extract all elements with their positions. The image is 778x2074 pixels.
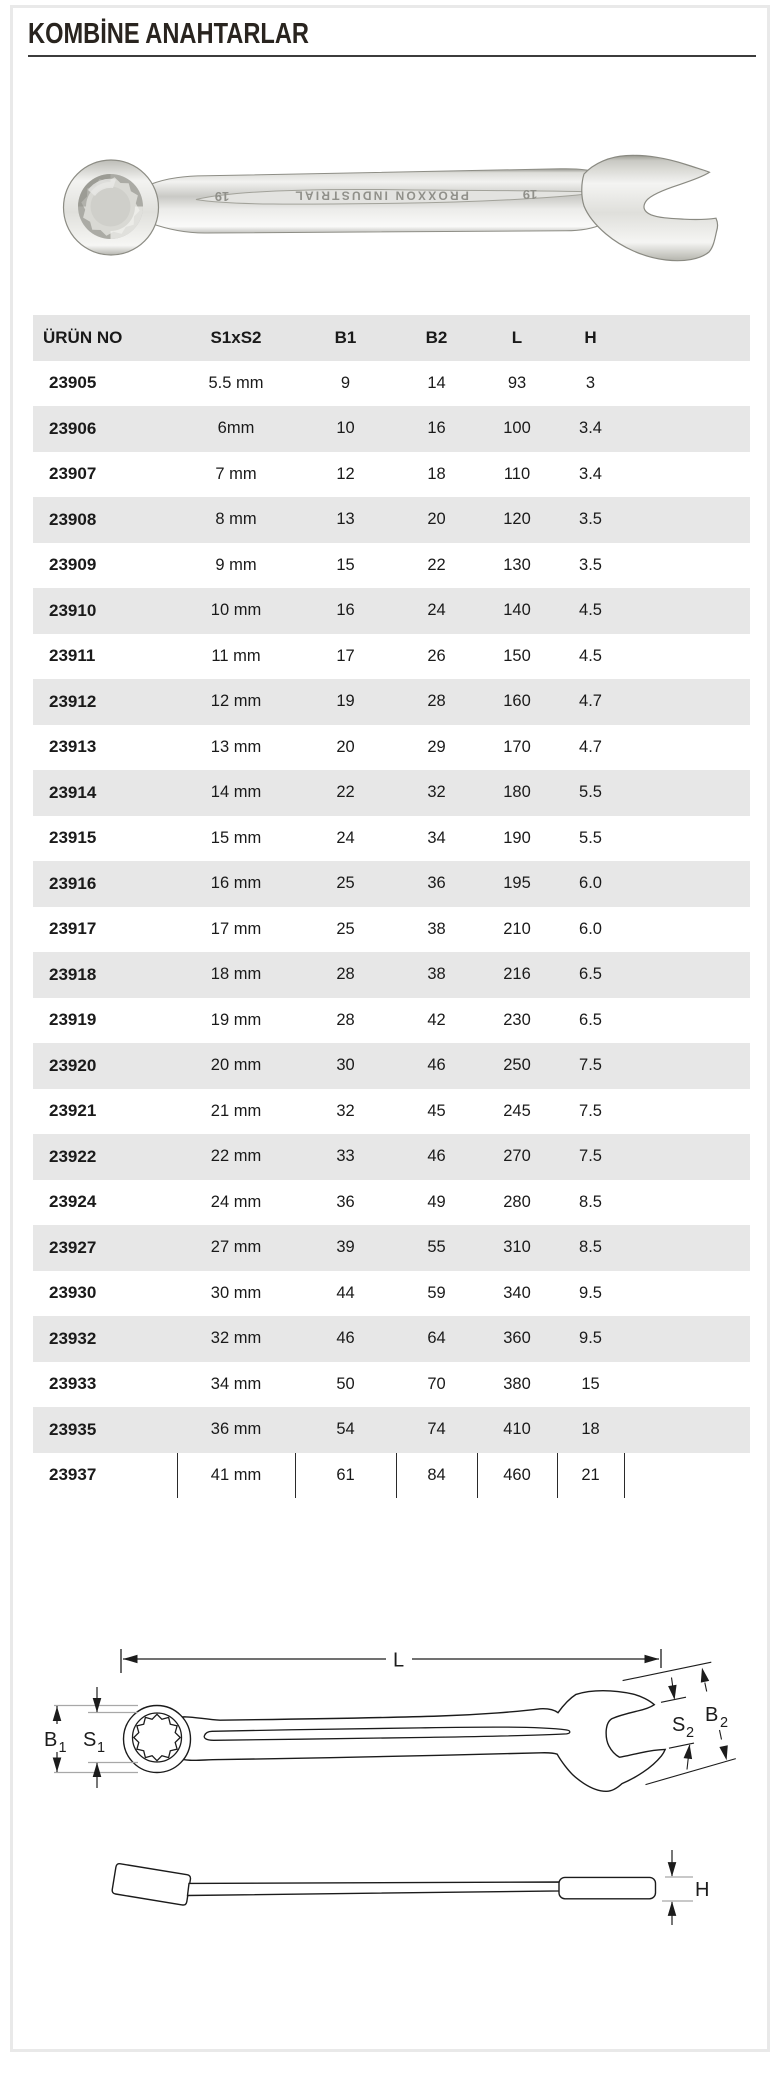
svg-text:1: 1 <box>97 1740 105 1756</box>
svg-text:S: S <box>83 1729 96 1751</box>
svg-text:L: L <box>393 1650 404 1672</box>
svg-text:PROXXON INDUSTRIAL: PROXXON INDUSTRIAL <box>293 189 469 203</box>
svg-text:H: H <box>695 1879 709 1901</box>
svg-text:S: S <box>672 1714 685 1736</box>
svg-text:B: B <box>705 1704 718 1726</box>
svg-text:2: 2 <box>686 1725 694 1741</box>
svg-text:1: 1 <box>59 1740 67 1756</box>
svg-text:B: B <box>44 1729 57 1751</box>
svg-text:19: 19 <box>523 187 537 202</box>
svg-text:19: 19 <box>215 189 229 204</box>
svg-text:2: 2 <box>720 1715 728 1731</box>
